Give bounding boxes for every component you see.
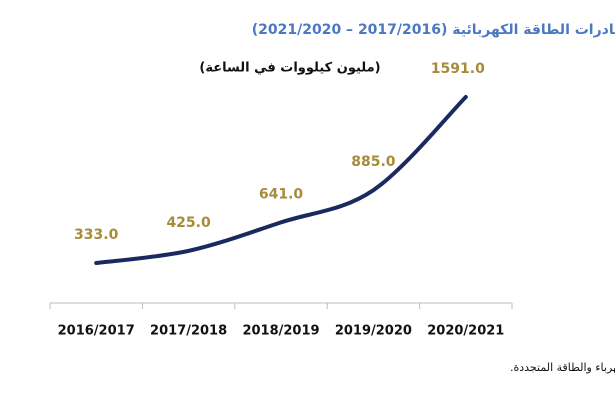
line	[94, 95, 468, 265]
data-label: 885.0	[351, 154, 396, 170]
x-tick-label: 2020/2021	[427, 324, 504, 339]
x-tick-label: 2016/2017	[58, 324, 135, 339]
data-label: 425.0	[166, 215, 211, 231]
chart-subtitle: (مليون كيلووات في الساعة)	[199, 61, 380, 76]
data-label: 1591.0	[431, 61, 485, 77]
chart-title: تطور صادرات الطاقة الكهربائية (2017/2016…	[252, 22, 615, 38]
x-tick-label: 2017/2018	[150, 324, 227, 339]
x-tick-label: 2018/2019	[242, 324, 319, 339]
data-label: 333.0	[74, 227, 119, 243]
data-label: 641.0	[259, 186, 304, 202]
source-note: المصدر: وزارة الكهرباء والطاقة المتجددة.	[510, 361, 615, 374]
x-tick-label: 2019/2020	[335, 324, 412, 339]
